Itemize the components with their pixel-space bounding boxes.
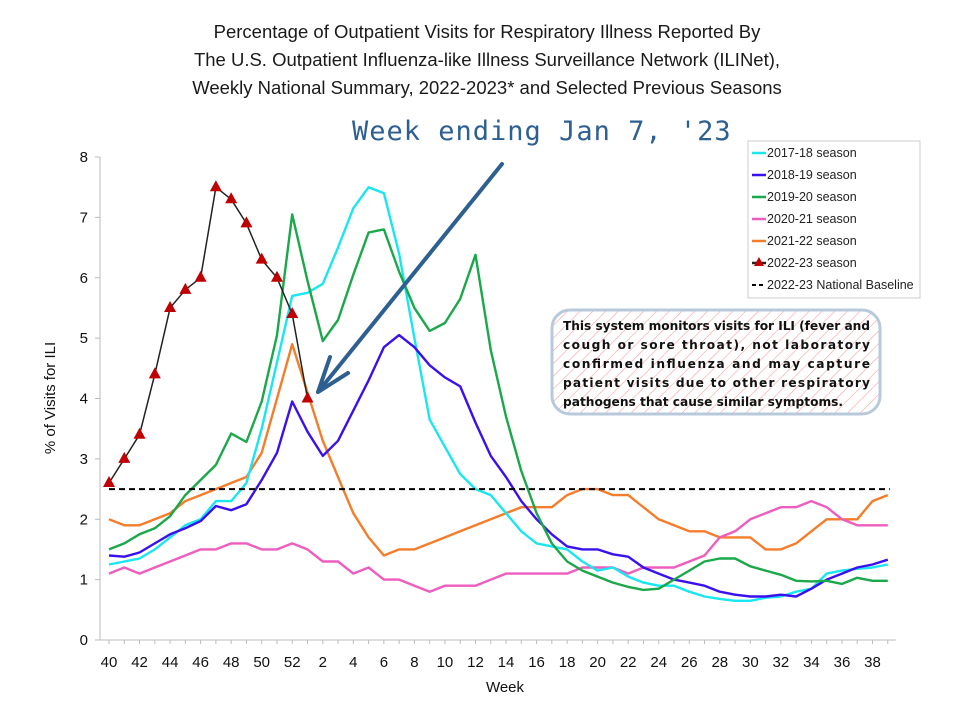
legend-label: 2020-21 season <box>767 212 857 226</box>
y-tick-label: 5 <box>80 330 88 347</box>
x-tick-label: 46 <box>192 654 209 671</box>
x-axis-label: Week <box>486 679 525 696</box>
data-point-triangle <box>240 216 253 228</box>
y-tick-label: 4 <box>80 391 88 408</box>
handwritten-annotation: Week ending Jan 7, '23 <box>316 116 732 394</box>
chart-title: Percentage of Outpatient Visits for Resp… <box>192 21 782 98</box>
x-tick-label: 18 <box>559 654 576 671</box>
legend-item: 2018-19 season <box>752 168 857 182</box>
x-tick-label: 34 <box>803 654 820 671</box>
legend: 2017-18 season 2018-19 season 2019-20 seas… <box>747 140 921 299</box>
legend-item: 2022-23 National Baseline <box>752 278 914 292</box>
data-point-triangle <box>286 306 299 318</box>
legend-label: 2018-19 season <box>767 168 857 182</box>
series-2021-22-season-line <box>108 343 889 557</box>
title-line-2: The U.S. Outpatient Influenza-like Illne… <box>194 49 780 70</box>
x-tick-label: 26 <box>681 654 698 671</box>
data-point-triangle <box>118 451 131 463</box>
series-2018-19-season-line <box>108 333 889 598</box>
legend-item: 2021-22 season <box>752 234 857 248</box>
legend-item: 2019-20 season <box>752 190 857 204</box>
legend-triangle-icon <box>754 257 764 266</box>
legend-label: 2022-23 season <box>767 256 857 270</box>
series-2020-21-season-line <box>108 499 888 593</box>
x-tick-label: 2 <box>319 654 327 671</box>
legend-label: 2017-18 season <box>767 146 857 160</box>
legend-box <box>747 140 921 299</box>
data-point-triangle <box>148 367 161 379</box>
x-tick-label: 22 <box>620 654 637 671</box>
legend-item: 2020-21 season <box>752 212 857 226</box>
y-tick-label: 6 <box>80 270 88 287</box>
x-tick-label: 8 <box>410 654 418 671</box>
x-tick-label: 50 <box>253 654 270 671</box>
legend-label: 2021-22 season <box>767 234 857 248</box>
x-tick-label: 48 <box>223 654 240 671</box>
y-tick-label: 0 <box>80 632 88 649</box>
y-tick-label: 1 <box>80 572 88 589</box>
data-point-triangle <box>270 270 283 282</box>
x-tick-label: 52 <box>284 654 301 671</box>
x-tick-label: 28 <box>711 654 728 671</box>
x-tick-label: 10 <box>437 654 454 671</box>
x-tick-label: 44 <box>162 654 179 671</box>
note-line-1: This system monitors visits for ILI (fev… <box>563 319 870 333</box>
y-tick-label: 7 <box>80 209 88 226</box>
legend-item: 2022-23 season <box>752 256 857 270</box>
y-axis-label: % of Visits for ILI <box>42 342 59 454</box>
data-point-triangle <box>255 252 268 264</box>
data-point-triangle <box>103 476 115 488</box>
note-line-3: confirmed influenza and may capture <box>563 357 870 371</box>
data-point-triangle <box>225 192 238 204</box>
note-line-2: cough or sore throat), not laboratory <box>563 338 870 352</box>
data-point-triangle <box>209 180 222 192</box>
x-tick-label: 20 <box>589 654 606 671</box>
series-2022-23-season-line <box>108 186 309 484</box>
arrow-icon <box>316 162 504 394</box>
x-tick-label: 12 <box>467 654 484 671</box>
x-tick-label: 38 <box>864 654 881 671</box>
series-2019-20-season-line <box>108 213 888 592</box>
series-2017-18-season-line <box>108 185 889 602</box>
data-point-triangle <box>179 282 192 294</box>
legend-item: 2017-18 season <box>752 146 857 160</box>
handwritten-label: Week ending Jan 7, '23 <box>352 116 732 147</box>
y-tick-label: 3 <box>80 451 88 468</box>
x-tick-label: 36 <box>834 654 851 671</box>
x-tick-label: 24 <box>650 654 667 671</box>
x-tick-label: 6 <box>380 654 388 671</box>
title-line-1: Percentage of Outpatient Visits for Resp… <box>214 21 761 42</box>
data-point-triangle <box>164 300 177 312</box>
legend-label: 2019-20 season <box>767 190 857 204</box>
x-tick-label: 32 <box>773 654 790 671</box>
x-tick-label: 40 <box>101 654 118 671</box>
series-group <box>103 180 890 602</box>
data-point-triangle <box>194 270 207 282</box>
x-tick-label: 42 <box>131 654 148 671</box>
x-tick-label: 14 <box>498 654 515 671</box>
data-point-triangle <box>133 427 146 439</box>
x-tick-label: 16 <box>528 654 545 671</box>
note-box-background <box>550 308 882 416</box>
note-line-5: pathogens that cause similar symptoms. <box>563 395 843 409</box>
x-tick-label: 4 <box>349 654 357 671</box>
x-tick-label: 30 <box>742 654 759 671</box>
legend-label: 2022-23 National Baseline <box>767 278 914 292</box>
title-line-3: Weekly National Summary, 2022-2023* and … <box>192 77 782 98</box>
note-box: This system monitors visits for ILI (fev… <box>550 308 882 416</box>
y-tick-label: 8 <box>80 149 88 166</box>
y-tick-label: 2 <box>80 511 88 528</box>
data-point-triangle <box>301 391 314 403</box>
